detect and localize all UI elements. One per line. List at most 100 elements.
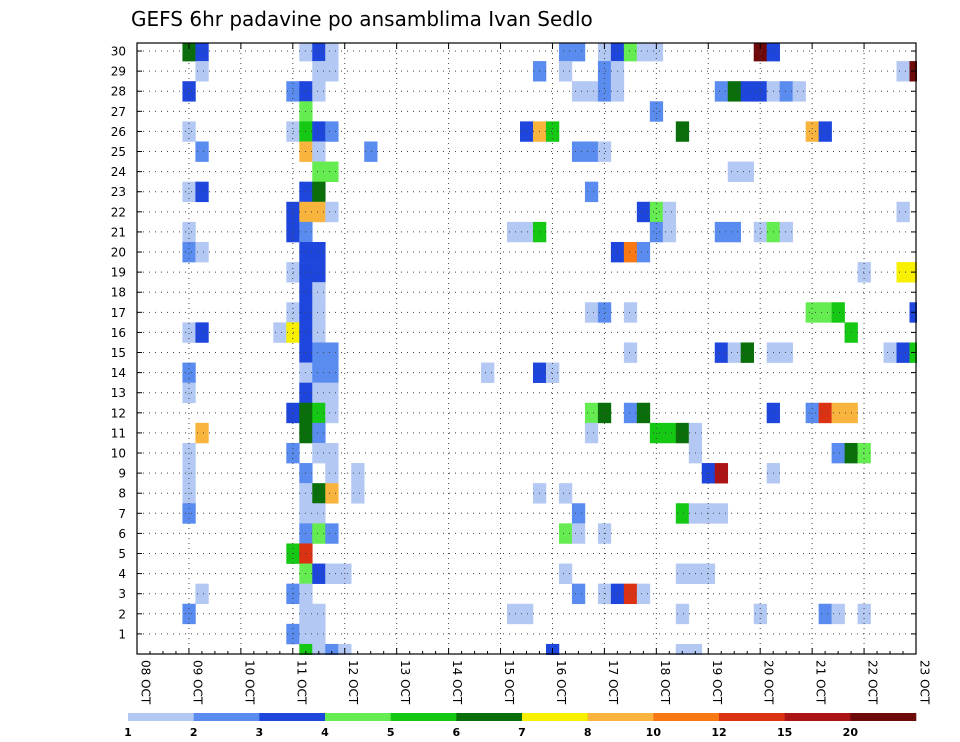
heatmap-cell	[766, 43, 780, 62]
heatmap-cell	[740, 161, 755, 182]
heatmap-cell	[662, 201, 677, 223]
x-tick-label: 17 OCT	[606, 660, 620, 705]
heatmap-cell	[753, 81, 767, 102]
y-tick-label: 8	[118, 487, 126, 501]
heatmap-cell	[584, 422, 599, 444]
y-tick-label: 1	[118, 627, 126, 641]
heatmap-cell	[325, 563, 339, 584]
heatmap-cell	[714, 503, 729, 524]
heatmap-cell	[312, 43, 326, 62]
colorbar-label: 20	[843, 726, 859, 739]
heatmap-cell	[597, 302, 612, 323]
colorbar-swatch	[522, 713, 588, 721]
heatmap-cell	[182, 121, 196, 142]
heatmap-cell	[312, 483, 326, 504]
y-tick-label: 2	[118, 607, 126, 621]
heatmap-cell	[325, 201, 339, 223]
heatmap-cell	[520, 603, 534, 625]
heatmap-cell	[312, 181, 326, 203]
colorbar-swatch	[128, 713, 194, 721]
heatmap-cell	[545, 121, 560, 142]
heatmap-cell	[805, 121, 819, 142]
heatmap-cell	[286, 623, 300, 645]
heatmap-cell	[182, 241, 196, 263]
heatmap-cell	[481, 362, 495, 383]
y-tick-label: 27	[111, 105, 126, 119]
heatmap-cell	[675, 422, 690, 444]
colorbar-label: 5	[387, 726, 395, 739]
x-tick-label: 22 OCT	[866, 660, 880, 705]
heatmap-cell	[325, 362, 339, 383]
y-tick-label: 19	[111, 266, 126, 280]
heatmap-cell	[818, 302, 832, 323]
heatmap-cell	[649, 43, 664, 62]
heatmap-cell	[688, 643, 703, 655]
heatmap-cell	[584, 302, 599, 323]
heatmap-cell	[883, 342, 897, 363]
y-tick-label: 26	[111, 125, 126, 139]
heatmap-cell	[597, 43, 612, 62]
heatmap-cell	[325, 402, 339, 424]
heatmap-cell	[623, 583, 638, 605]
heatmap-cell	[831, 302, 845, 323]
heatmap-cell	[286, 121, 300, 142]
heatmap-cell	[312, 201, 326, 223]
colorbar-label: 6	[453, 726, 461, 739]
heatmap-cell	[312, 302, 326, 323]
y-tick-label: 21	[111, 225, 126, 239]
colorbar-swatch	[456, 713, 523, 721]
heatmap-cell	[312, 141, 326, 162]
heatmap-cell	[649, 201, 664, 223]
heatmap-cell	[571, 523, 586, 544]
heatmap-cell	[325, 43, 339, 62]
heatmap-cell	[286, 221, 300, 243]
heatmap-cell	[195, 322, 209, 343]
heatmap-cell	[571, 583, 586, 605]
heatmap-cell	[325, 342, 339, 363]
colorbar-swatch	[653, 713, 720, 721]
heatmap-cell	[896, 342, 910, 363]
heatmap-cell	[312, 382, 326, 404]
heatmap-cell	[805, 402, 819, 424]
heatmap-cell	[325, 483, 339, 504]
heatmap-cell	[779, 81, 793, 102]
x-tick-label: 10 OCT	[242, 660, 256, 705]
y-tick-label: 11	[111, 426, 126, 440]
heatmap-cell	[364, 141, 378, 162]
heatmap-cell	[558, 523, 573, 544]
heatmap-cell	[805, 302, 819, 323]
heatmap-cell	[312, 603, 326, 625]
heatmap-cell	[312, 362, 326, 383]
heatmap-cell	[351, 483, 365, 504]
heatmap-cell	[325, 523, 339, 544]
y-tick-label: 5	[118, 547, 126, 561]
heatmap-cell	[312, 503, 326, 524]
heatmap-cell	[636, 583, 651, 605]
x-tick-label: 15 OCT	[502, 660, 516, 705]
heatmap-cell	[740, 81, 755, 102]
heatmap-cell	[727, 81, 742, 102]
heatmap-cell	[597, 81, 612, 102]
heatmap-cell	[325, 643, 339, 655]
y-tick-label: 18	[111, 286, 126, 300]
colorbar-label: 2	[190, 726, 198, 739]
colorbar-swatch	[193, 713, 260, 721]
heatmap-cell	[637, 664, 650, 684]
y-tick-label: 23	[111, 185, 126, 199]
heatmap-cell	[312, 322, 326, 343]
heatmap-cell	[182, 43, 196, 62]
x-tick-label: 19 OCT	[710, 660, 724, 705]
y-tick-label: 15	[111, 346, 126, 360]
heatmap-cell	[597, 141, 612, 162]
heatmap-cell	[714, 221, 729, 243]
heatmap-cell	[831, 603, 845, 625]
x-tick-label: 09 OCT	[190, 660, 204, 705]
colorbar-label: 8	[584, 726, 592, 739]
heatmap-cell	[312, 422, 326, 444]
heatmap-cell	[558, 61, 573, 82]
colorbar-label: 4	[321, 726, 329, 739]
heatmap-cell	[286, 201, 300, 223]
heatmap-cell	[818, 121, 832, 142]
heatmap-cell	[286, 262, 300, 283]
